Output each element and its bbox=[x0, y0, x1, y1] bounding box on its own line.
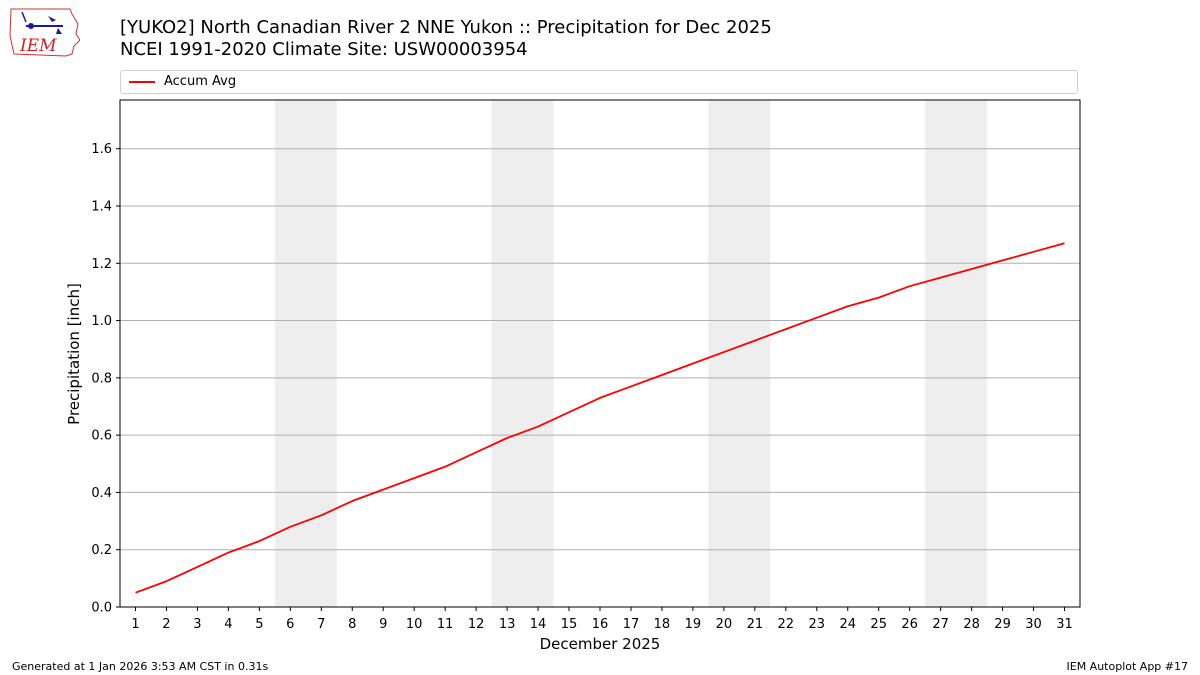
x-tick-label-30: 31 bbox=[1056, 617, 1073, 632]
x-tick-label-25: 26 bbox=[901, 617, 918, 632]
title-line-2: NCEI 1991-2020 Climate Site: USW00003954 bbox=[120, 39, 528, 60]
x-tick-label-12: 13 bbox=[499, 617, 516, 632]
x-tick-label-26: 27 bbox=[932, 617, 949, 632]
x-axis-label: December 2025 bbox=[540, 635, 661, 653]
legend-label-accum-avg: Accum Avg bbox=[164, 74, 237, 89]
x-axis: 1 2 3 4 5 6 7 8 9 10 11 12 13 14 15 16 17 18 19 20 21 22 23 24 2… bbox=[131, 607, 1073, 632]
x-tick-label-14: 15 bbox=[561, 617, 578, 632]
x-tick-label-10: 11 bbox=[437, 617, 454, 632]
title-line-1: [YUKO2] North Canadian River 2 NNE Yukon… bbox=[120, 17, 772, 38]
y-tick-label-6: 1.2 bbox=[91, 257, 112, 272]
x-tick-label-23: 24 bbox=[839, 617, 856, 632]
x-tick-label-0: 1 bbox=[131, 617, 139, 632]
legend-swatch-accum-avg bbox=[129, 81, 155, 83]
iowa-outline-shape bbox=[9, 8, 80, 57]
footer-app-text: IEM Autoplot App #17 bbox=[1066, 660, 1189, 673]
chart-title: [YUKO2] North Canadian River 2 NNE Yukon… bbox=[120, 17, 772, 61]
y-tick-label-3: 0.6 bbox=[91, 429, 112, 444]
x-tick-label-21: 22 bbox=[778, 617, 795, 632]
y-tick-label-5: 1.0 bbox=[91, 314, 112, 329]
x-tick-label-18: 19 bbox=[685, 617, 702, 632]
x-tick-label-27: 28 bbox=[963, 617, 980, 632]
iem-logo: IEM bbox=[9, 8, 80, 57]
x-tick-label-22: 23 bbox=[809, 617, 826, 632]
x-tick-label-6: 7 bbox=[317, 617, 325, 632]
x-tick-label-3: 4 bbox=[224, 617, 232, 632]
y-axis: 0.0 0.2 0.4 0.6 0.8 1.0 1.2 1.4 1.6 bbox=[91, 142, 120, 616]
y-axis-label: Precipitation [inch] bbox=[65, 283, 83, 425]
footer-generated-text: Generated at 1 Jan 2026 3:53 AM CST in 0… bbox=[12, 660, 269, 673]
x-tick-label-7: 8 bbox=[348, 617, 356, 632]
x-tick-label-4: 5 bbox=[255, 617, 263, 632]
series-line-accum-avg bbox=[135, 242, 1065, 594]
x-tick-label-1: 2 bbox=[162, 617, 170, 632]
x-tick-label-9: 10 bbox=[406, 617, 423, 632]
series-group bbox=[135, 242, 1065, 594]
y-tick-label-1: 0.2 bbox=[91, 543, 112, 558]
y-tick-label-8: 1.6 bbox=[91, 142, 112, 157]
x-tick-label-29: 30 bbox=[1025, 617, 1042, 632]
y-tick-label-0: 0.0 bbox=[91, 601, 112, 616]
x-tick-label-19: 20 bbox=[716, 617, 733, 632]
x-tick-label-2: 3 bbox=[193, 617, 201, 632]
x-tick-label-28: 29 bbox=[994, 617, 1011, 632]
y-tick-label-4: 0.8 bbox=[91, 371, 112, 386]
weekend-shade-1 bbox=[491, 100, 554, 607]
weekend-shade-0 bbox=[274, 100, 337, 607]
y-tick-label-2: 0.4 bbox=[91, 486, 112, 501]
x-tick-label-17: 18 bbox=[654, 617, 671, 632]
weekend-shade-3 bbox=[925, 100, 988, 607]
logo-text: IEM bbox=[19, 36, 57, 56]
legend: Accum Avg bbox=[120, 70, 1078, 94]
x-tick-label-5: 6 bbox=[286, 617, 294, 632]
x-tick-label-13: 14 bbox=[530, 617, 547, 632]
weekend-shading-group bbox=[274, 100, 988, 607]
y-tick-label-7: 1.4 bbox=[91, 199, 112, 214]
x-tick-label-15: 16 bbox=[592, 617, 609, 632]
x-tick-label-8: 9 bbox=[379, 617, 387, 632]
x-tick-label-24: 25 bbox=[870, 617, 887, 632]
x-tick-label-20: 21 bbox=[747, 617, 764, 632]
x-tick-label-16: 17 bbox=[623, 617, 640, 632]
x-tick-label-11: 12 bbox=[468, 617, 485, 632]
